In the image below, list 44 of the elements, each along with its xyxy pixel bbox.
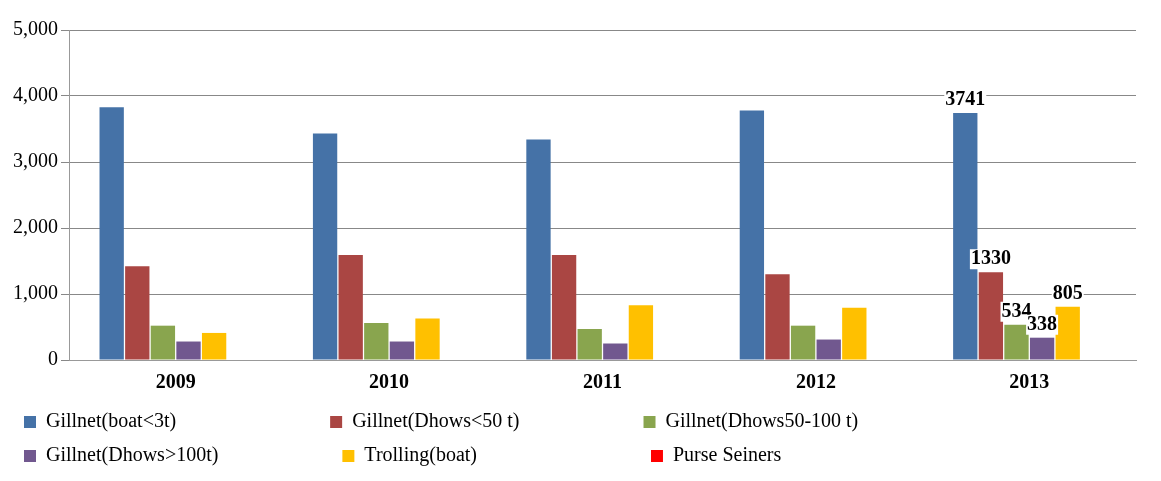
bar xyxy=(125,266,150,360)
y-tick-label: 5,000 xyxy=(13,17,58,40)
y-tick-label: 4,000 xyxy=(13,83,58,106)
bar xyxy=(176,341,201,360)
bar xyxy=(526,139,551,360)
bar xyxy=(1055,306,1080,360)
legend-label: Gillnet(boat<3t) xyxy=(46,409,317,433)
legend-label: Purse Seiners xyxy=(672,443,952,466)
bar xyxy=(1004,324,1029,360)
bar xyxy=(150,325,176,360)
bar xyxy=(628,305,654,360)
bar xyxy=(765,274,790,360)
bar xyxy=(739,110,765,360)
bar xyxy=(338,255,363,360)
y-tick-label: 0 xyxy=(48,347,58,370)
bar xyxy=(577,328,602,360)
y-tick-label: 3,000 xyxy=(13,149,58,172)
bar xyxy=(415,318,440,360)
bar xyxy=(99,107,124,360)
x-tick-label: 2013 xyxy=(1009,370,1050,393)
bar xyxy=(1029,337,1055,360)
y-tick-label: 1,000 xyxy=(13,281,58,304)
x-tick-label: 2012 xyxy=(795,370,836,393)
bar xyxy=(816,339,841,360)
bar xyxy=(312,133,338,360)
data-label: 805 xyxy=(1052,281,1083,304)
bar xyxy=(389,341,415,360)
bar xyxy=(603,343,628,360)
bar xyxy=(978,272,1004,360)
legend-label: Gillnet(Dhows<50 t) xyxy=(352,409,630,433)
legend-label: Gillnet(Dhows>100t) xyxy=(46,443,329,467)
data-label: 1330 xyxy=(970,246,1011,269)
bar xyxy=(551,255,577,360)
y-tick-label: 2,000 xyxy=(13,215,58,238)
data-label: 3741 xyxy=(945,87,986,110)
legend-label: Gillnet(Dhows50-100 t) xyxy=(665,409,939,433)
x-tick-label: 2010 xyxy=(369,370,410,393)
bar xyxy=(790,325,816,360)
bar xyxy=(842,307,867,360)
x-tick-label: 2009 xyxy=(155,370,196,393)
x-tick-label: 2011 xyxy=(583,370,622,393)
bar xyxy=(201,332,227,360)
legend-label: Trolling(boat) xyxy=(364,443,637,467)
bar xyxy=(364,323,389,360)
